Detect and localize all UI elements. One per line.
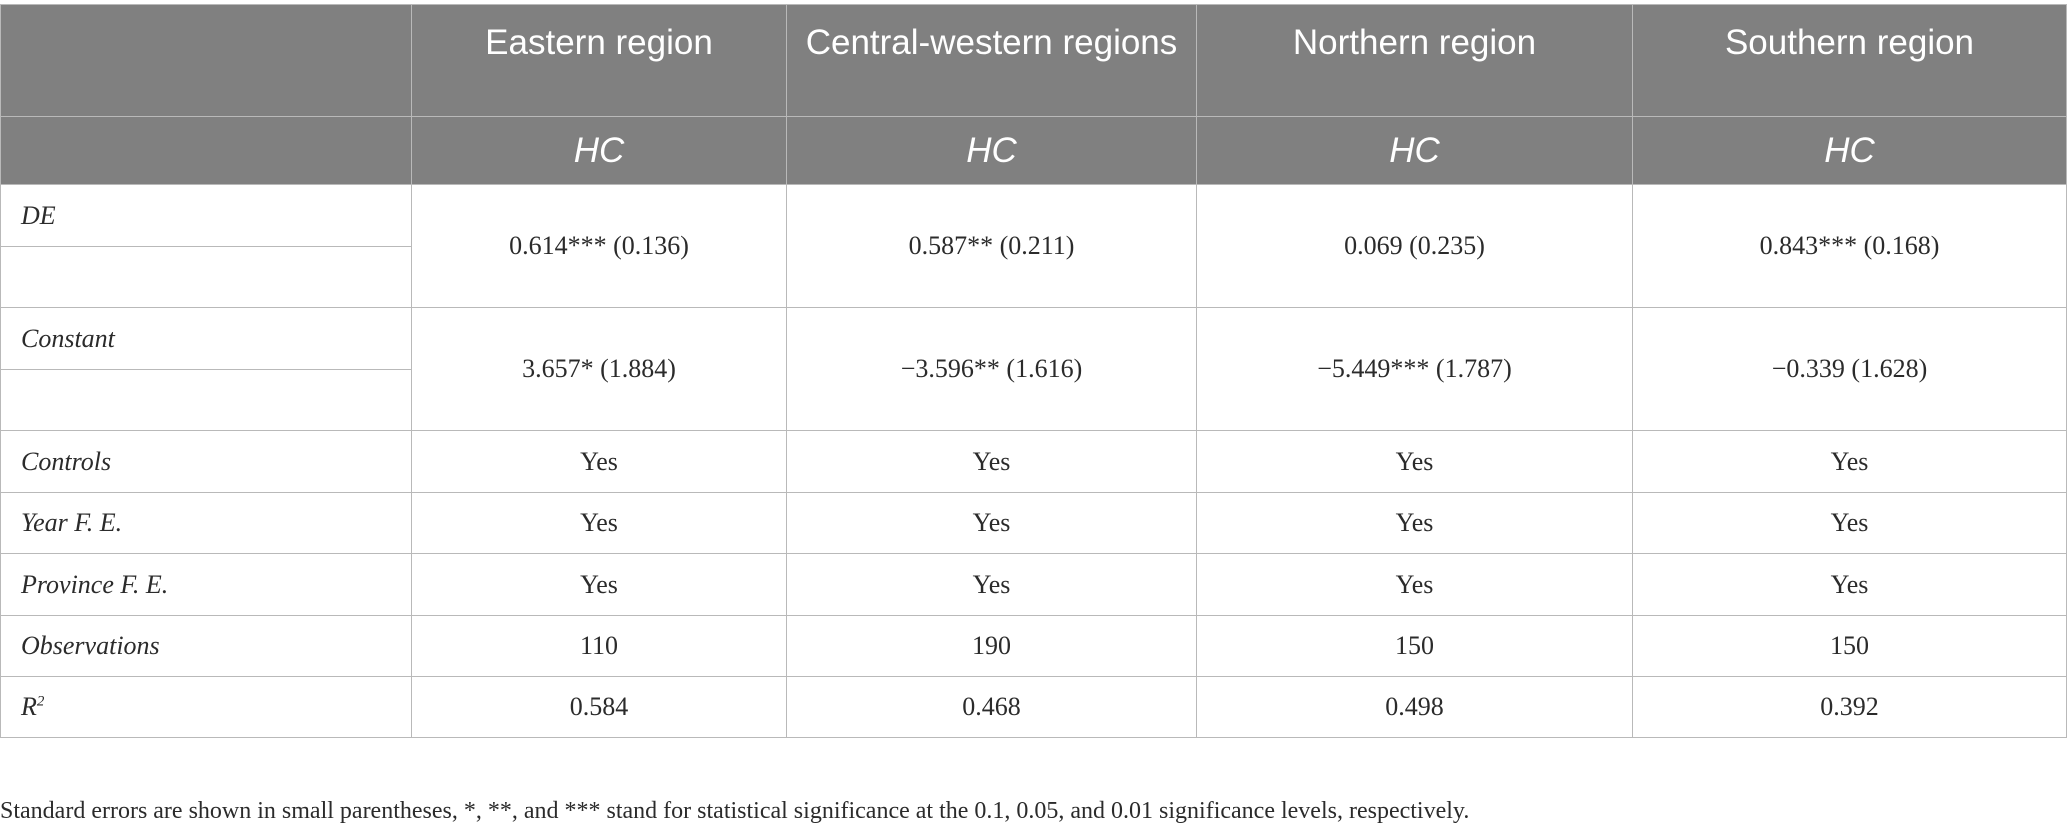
cell-de-central-western: 0.587** (0.211)	[786, 184, 1197, 308]
cell-r-squared-central-western: 0.468	[786, 676, 1197, 738]
row-label-constant-empty	[0, 369, 412, 431]
cell-province-fe-eastern: Yes	[411, 553, 787, 616]
header-southern-region: Southern region	[1632, 4, 2067, 117]
cell-observations-southern: 150	[1632, 615, 2067, 677]
row-label-constant: Constant	[0, 307, 412, 370]
cell-controls-central-western: Yes	[786, 430, 1197, 493]
cell-r-squared-eastern: 0.584	[411, 676, 787, 738]
cell-year-fe-southern: Yes	[1632, 492, 2067, 554]
header-dv-southern: HC	[1632, 116, 2067, 185]
r-squared-base: R	[21, 692, 37, 721]
cell-observations-eastern: 110	[411, 615, 787, 677]
header-corner	[0, 4, 412, 117]
header-dv-corner	[0, 116, 412, 185]
header-row-dependent-variable: HC HC HC HC	[0, 116, 2067, 185]
table-row-observations: Observations 110 190 150 150	[0, 615, 2067, 677]
cell-constant-northern: −5.449*** (1.787)	[1196, 307, 1633, 431]
cell-controls-eastern: Yes	[411, 430, 787, 493]
row-label-province-fe: Province F. E.	[0, 553, 412, 616]
row-label-controls: Controls	[0, 430, 412, 493]
cell-observations-central-western: 190	[786, 615, 1197, 677]
header-dv-central-western: HC	[786, 116, 1197, 185]
header-eastern-region: Eastern region	[411, 4, 787, 117]
table-row-r-squared: R2 0.584 0.468 0.498 0.392	[0, 676, 2067, 738]
row-label-observations: Observations	[0, 615, 412, 677]
cell-year-fe-northern: Yes	[1196, 492, 1633, 554]
header-dv-northern: HC	[1196, 116, 1633, 185]
row-label-de: DE	[0, 184, 412, 247]
table-row-de: DE 0.614*** (0.136) 0.587** (0.211) 0.06…	[0, 184, 2067, 308]
cell-controls-northern: Yes	[1196, 430, 1633, 493]
table-header: Eastern region Central-western regions N…	[0, 4, 2067, 185]
table-row-constant: Constant 3.657* (1.884) −3.596** (1.616)…	[0, 307, 2067, 431]
cell-constant-central-western: −3.596** (1.616)	[786, 307, 1197, 431]
table-body: DE 0.614*** (0.136) 0.587** (0.211) 0.06…	[0, 184, 2067, 738]
header-row-regions: Eastern region Central-western regions N…	[0, 4, 2067, 117]
header-dv-eastern: HC	[411, 116, 787, 185]
cell-de-southern: 0.843*** (0.168)	[1632, 184, 2067, 308]
cell-r-squared-southern: 0.392	[1632, 676, 2067, 738]
table-row-controls: Controls Yes Yes Yes Yes	[0, 430, 2067, 493]
cell-province-fe-central-western: Yes	[786, 553, 1197, 616]
regression-table: Eastern region Central-western regions N…	[0, 4, 2067, 738]
cell-year-fe-eastern: Yes	[411, 492, 787, 554]
cell-year-fe-central-western: Yes	[786, 492, 1197, 554]
row-label-r-squared: R2	[0, 676, 412, 738]
r-squared-superscript: 2	[36, 693, 45, 710]
table-footnote: Standard errors are shown in small paren…	[0, 798, 1470, 824]
table-row-province-fe: Province F. E. Yes Yes Yes Yes	[0, 553, 2067, 616]
cell-constant-eastern: 3.657* (1.884)	[411, 307, 787, 431]
table-row-de-spacer	[0, 246, 2067, 308]
cell-observations-northern: 150	[1196, 615, 1633, 677]
cell-controls-southern: Yes	[1632, 430, 2067, 493]
cell-de-northern: 0.069 (0.235)	[1196, 184, 1633, 308]
cell-province-fe-southern: Yes	[1632, 553, 2067, 616]
cell-province-fe-northern: Yes	[1196, 553, 1633, 616]
row-label-de-empty	[0, 246, 412, 308]
table-row-year-fe: Year F. E. Yes Yes Yes Yes	[0, 492, 2067, 554]
header-central-western-regions: Central-western regions	[786, 4, 1197, 117]
row-label-year-fe: Year F. E.	[0, 492, 412, 554]
cell-constant-southern: −0.339 (1.628)	[1632, 307, 2067, 431]
header-northern-region: Northern region	[1196, 4, 1633, 117]
cell-de-eastern: 0.614*** (0.136)	[411, 184, 787, 308]
cell-r-squared-northern: 0.498	[1196, 676, 1633, 738]
